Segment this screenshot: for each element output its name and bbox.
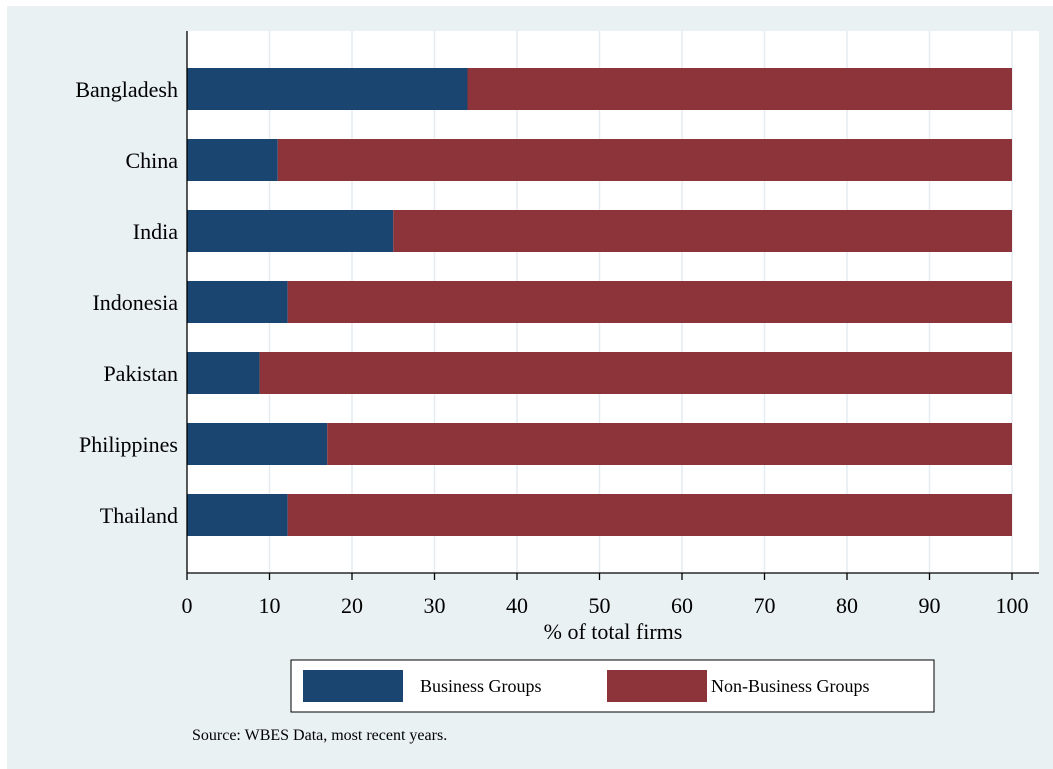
- legend-swatch: [303, 670, 403, 702]
- legend-swatch: [607, 670, 707, 702]
- source-note: Source: WBES Data, most recent years.: [192, 727, 447, 744]
- legend: Business Groups Non-Business Groups: [291, 660, 934, 712]
- x-tick-label: 40: [506, 593, 528, 618]
- category-label: India: [133, 219, 178, 244]
- x-tick-label: 80: [836, 593, 858, 618]
- bar-business-groups-bangladesh: [187, 68, 468, 110]
- bar-business-groups-china: [187, 139, 278, 181]
- category-label: Philippines: [79, 432, 178, 457]
- x-axis-title: % of total firms: [544, 619, 683, 644]
- bar-business-groups-india: [187, 210, 393, 252]
- bar-non-business-groups-philippines: [327, 423, 1012, 465]
- bar-business-groups-indonesia: [187, 281, 288, 323]
- bar-non-business-groups-bangladesh: [468, 68, 1013, 110]
- x-tick-label: 0: [182, 593, 193, 618]
- bar-business-groups-pakistan: [187, 352, 260, 394]
- bar-non-business-groups-china: [278, 139, 1012, 181]
- x-tick-label: 60: [671, 593, 693, 618]
- category-label: Indonesia: [92, 290, 178, 315]
- x-tick-label: 50: [589, 593, 611, 618]
- legend-label: Business Groups: [420, 676, 542, 696]
- bar-non-business-groups-thailand: [288, 494, 1012, 536]
- category-label: Pakistan: [103, 361, 178, 386]
- bar-non-business-groups-pakistan: [260, 352, 1012, 394]
- x-tick-label: 20: [341, 593, 363, 618]
- legend-label: Non-Business Groups: [711, 676, 870, 696]
- x-tick-label: 70: [754, 593, 776, 618]
- x-tick-label: 30: [424, 593, 446, 618]
- category-label: Bangladesh: [75, 77, 178, 102]
- x-tick-label: 90: [919, 593, 941, 618]
- bar-non-business-groups-india: [393, 210, 1012, 252]
- category-label: China: [125, 148, 178, 173]
- bar-business-groups-philippines: [187, 423, 327, 465]
- bar-business-groups-thailand: [187, 494, 288, 536]
- category-label: Thailand: [100, 503, 178, 528]
- x-tick-label: 100: [996, 593, 1029, 618]
- bar-non-business-groups-indonesia: [288, 281, 1012, 323]
- x-tick-label: 10: [259, 593, 281, 618]
